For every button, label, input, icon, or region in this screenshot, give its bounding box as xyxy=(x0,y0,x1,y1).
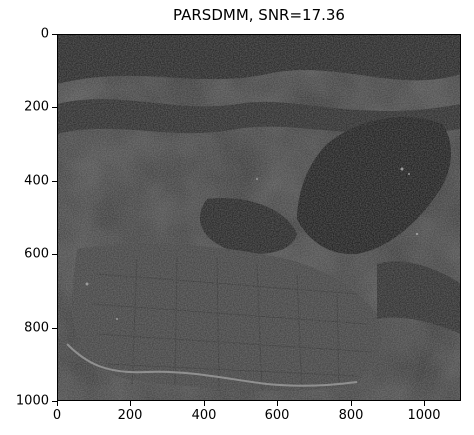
ytick-mark xyxy=(52,181,57,182)
xtick-mark xyxy=(424,401,425,406)
ytick-mark xyxy=(52,328,57,329)
ytick-label: 400 xyxy=(24,173,49,189)
xtick-mark xyxy=(277,401,278,406)
ytick-label: 1000 xyxy=(15,393,49,409)
xtick-mark xyxy=(57,401,58,406)
ytick-mark xyxy=(52,401,57,402)
ytick-mark xyxy=(52,34,57,35)
axes-frame xyxy=(57,34,461,401)
image-panel xyxy=(57,34,461,401)
xtick-label: 200 xyxy=(117,408,143,423)
ytick-label: 600 xyxy=(24,246,49,262)
ytick-mark xyxy=(52,254,57,255)
image-texture xyxy=(57,34,461,401)
ytick-label: 800 xyxy=(24,320,49,336)
xtick-mark xyxy=(204,401,205,406)
ytick-label: 0 xyxy=(40,26,49,42)
ytick-label: 200 xyxy=(24,99,49,115)
xtick-mark xyxy=(130,401,131,406)
xtick-label: 600 xyxy=(264,408,290,423)
ytick-mark xyxy=(52,107,57,108)
xtick-mark xyxy=(351,401,352,406)
xtick-label: 800 xyxy=(338,408,364,423)
grayscale-terrain-image xyxy=(57,34,461,401)
xtick-label: 400 xyxy=(191,408,217,423)
plot-title: PARSDMM, SNR=17.36 xyxy=(173,6,345,24)
xtick-label: 1000 xyxy=(407,408,441,423)
xtick-label: 0 xyxy=(52,408,62,423)
